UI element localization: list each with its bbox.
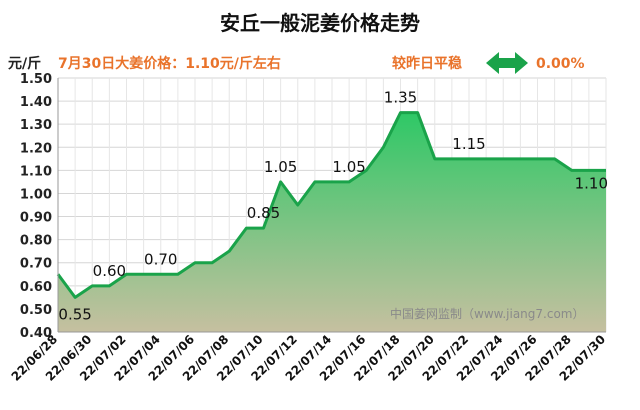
data-label: 0.70 bbox=[144, 250, 177, 268]
y-tick-label: 0.80 bbox=[20, 234, 52, 249]
data-labels: 0.55 0.60 0.70 0.85 1.05 1.05 1.35 1.15 1.10 bbox=[58, 89, 608, 324]
y-tick-label: 1.20 bbox=[20, 141, 52, 156]
y-unit-label: 元/斤 bbox=[8, 55, 41, 72]
data-label: 1.05 bbox=[332, 158, 365, 176]
data-label: 0.55 bbox=[58, 305, 91, 323]
axes bbox=[57, 78, 606, 333]
area-fill bbox=[58, 112, 606, 332]
y-tick-label: 0.90 bbox=[20, 211, 52, 226]
area-path bbox=[58, 112, 606, 332]
chart-title: 安丘一般泥姜价格走势 bbox=[220, 11, 420, 35]
data-label: 1.10 bbox=[575, 174, 608, 192]
price-note: 7月30日大姜价格：1.10元/斤左右 bbox=[58, 55, 281, 72]
y-tick-label: 1.10 bbox=[20, 164, 52, 179]
change-percent: 0.00% bbox=[536, 56, 585, 72]
y-tick-label: 0.60 bbox=[20, 280, 52, 295]
y-tick-label: 0.50 bbox=[20, 303, 52, 318]
y-tick-label: 1.50 bbox=[20, 72, 52, 87]
y-axis-ticks: 0.40 0.50 0.60 0.70 0.80 0.90 1.00 1.10 1.20 1.30… bbox=[20, 72, 52, 341]
series-line-path bbox=[56, 111, 606, 299]
y-tick-label: 0.40 bbox=[20, 326, 52, 341]
data-label: 0.60 bbox=[93, 262, 126, 280]
y-tick-label: 1.00 bbox=[20, 187, 52, 202]
double-arrow-icon bbox=[486, 52, 528, 74]
watermark: 中国姜网监制（www.jiang7.com） bbox=[390, 306, 584, 321]
data-label: 1.15 bbox=[452, 135, 485, 153]
data-label: 0.85 bbox=[247, 204, 280, 222]
y-tick-label: 1.40 bbox=[20, 95, 52, 110]
y-tick-label: 1.30 bbox=[20, 118, 52, 133]
series-line bbox=[56, 111, 606, 299]
compare-label: 较昨日平稳 bbox=[392, 55, 462, 72]
y-tick-label: 0.70 bbox=[20, 257, 52, 272]
data-label: 1.35 bbox=[384, 89, 417, 107]
x-axis-ticks: 22/06/2822/06/3022/07/0222/07/0422/07/06… bbox=[9, 332, 609, 384]
data-label: 1.05 bbox=[264, 158, 297, 176]
